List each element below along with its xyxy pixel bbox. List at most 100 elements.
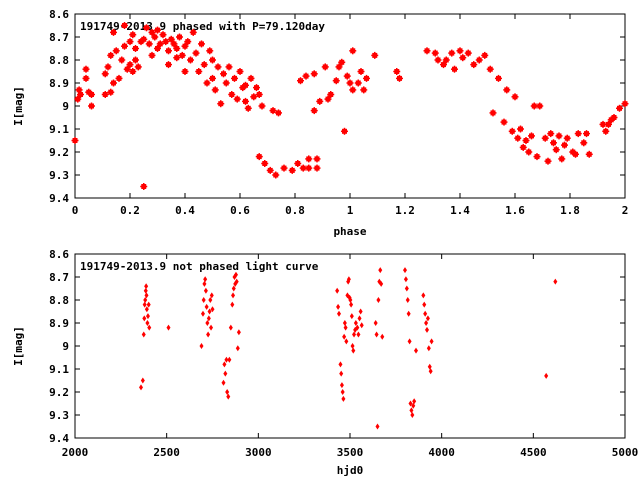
y-tick-label: 8.6 [49, 248, 69, 261]
data-point [422, 301, 427, 308]
data-point [178, 51, 186, 59]
data-point [352, 331, 357, 338]
y-tick-label: 8.8 [49, 294, 69, 307]
data-point [280, 164, 288, 172]
data-point [305, 164, 313, 172]
data-point [146, 301, 151, 308]
x-tick-label: 3500 [337, 446, 364, 459]
data-point [511, 93, 519, 101]
data-point [206, 331, 211, 338]
data-point [211, 86, 219, 94]
data-point [374, 331, 379, 338]
data-point [145, 320, 150, 326]
data-point [503, 86, 511, 94]
data-point [349, 301, 354, 308]
y-tick-label: 8.7 [49, 271, 69, 284]
y-tick-label: 8.6 [49, 8, 69, 21]
data-point [126, 61, 134, 69]
y-tick-label: 8.9 [49, 77, 69, 90]
data-point [348, 297, 353, 303]
data-point [126, 38, 134, 46]
data-point [255, 91, 263, 98]
data-point [214, 63, 222, 71]
data-point [621, 100, 629, 108]
data-point [481, 51, 489, 59]
data-point [82, 74, 90, 82]
data-point [184, 38, 192, 46]
data-point [414, 347, 418, 354]
data-point [342, 333, 347, 340]
y-tick-label: 9.3 [49, 409, 69, 422]
data-point [404, 285, 409, 292]
x-axis-label: phase [333, 225, 366, 238]
data-point [242, 97, 249, 105]
data-point [475, 56, 483, 64]
data-point [429, 338, 434, 345]
data-point [448, 49, 456, 57]
data-point [233, 95, 241, 103]
data-point [341, 127, 348, 135]
data-point [302, 72, 310, 80]
data-point [206, 47, 214, 55]
data-point [231, 74, 238, 82]
data-point [357, 315, 362, 322]
data-point [403, 267, 407, 274]
data-point [132, 56, 139, 64]
data-point [349, 313, 354, 320]
data-point [195, 68, 203, 75]
data-point [208, 297, 213, 303]
x-tick-label: 0.4 [175, 204, 195, 217]
data-point [533, 153, 541, 161]
y-tick-label: 9.1 [49, 363, 69, 376]
data-point [145, 313, 150, 320]
data-point [210, 306, 215, 313]
data-point [181, 42, 189, 50]
data-point [335, 63, 343, 71]
data-point [167, 35, 175, 43]
data-point [225, 63, 233, 71]
data-point [121, 22, 128, 29]
data-point [407, 338, 412, 345]
data-point [396, 74, 403, 82]
data-point [363, 74, 370, 82]
data-point [244, 104, 252, 112]
data-point [405, 297, 410, 303]
data-point [373, 320, 378, 326]
x-tick-label: 5000 [612, 446, 639, 459]
data-point [553, 278, 558, 285]
data-point [459, 54, 467, 62]
data-point [339, 370, 344, 377]
y-tick-label: 8.7 [49, 31, 69, 44]
data-point [342, 320, 347, 326]
data-point [250, 93, 258, 101]
x-tick-label: 1.6 [505, 204, 525, 217]
y-tick-label: 8.9 [49, 317, 69, 330]
data-point [558, 155, 566, 163]
x-tick-label: 2000 [62, 446, 89, 459]
data-point [223, 370, 228, 377]
data-point [203, 276, 208, 283]
data-point [199, 343, 204, 349]
data-point [327, 91, 335, 98]
data-point [228, 324, 233, 331]
data-point [354, 79, 362, 87]
data-point [148, 51, 156, 59]
data-point [495, 74, 502, 82]
data-point [583, 130, 590, 138]
data-point [107, 51, 115, 59]
data-point [222, 79, 230, 87]
data-point [200, 61, 208, 69]
data-point [451, 65, 458, 73]
data-point [349, 47, 357, 55]
x-tick-label: 1 [347, 204, 354, 217]
data-point [355, 324, 360, 331]
data-point [104, 63, 112, 71]
data-point [321, 63, 329, 71]
data-point [202, 280, 207, 287]
data-point [129, 31, 137, 39]
data-point [541, 134, 549, 142]
x-tick-label: 0.8 [285, 204, 305, 217]
data-point [140, 35, 148, 43]
data-point [324, 95, 332, 103]
data-point [233, 271, 238, 278]
